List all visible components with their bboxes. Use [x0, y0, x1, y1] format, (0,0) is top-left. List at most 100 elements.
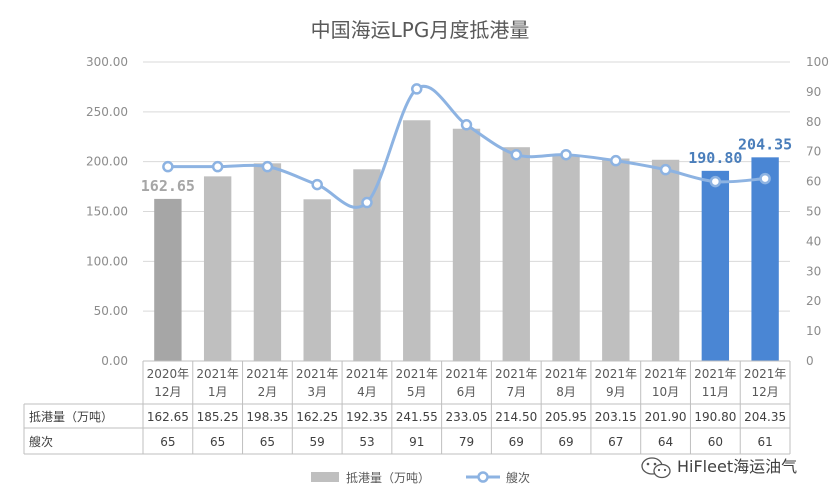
line-point: [510, 148, 523, 161]
wechat-icon: [641, 457, 671, 479]
right-tick-label: 50: [806, 205, 821, 219]
category-label: 2020年: [147, 367, 190, 381]
table-cell: 61: [757, 435, 772, 449]
table-cell: 214.50: [495, 410, 537, 424]
category-label: 7月: [506, 385, 526, 399]
line-point: [211, 160, 224, 173]
line-point: [560, 148, 572, 161]
chart-title: 中国海运LPG月度抵港量: [311, 18, 530, 42]
right-tick-label: 60: [806, 175, 821, 189]
legend-swatch-bar: [311, 472, 339, 482]
bar: [303, 199, 331, 361]
right-tick-label: 90: [806, 85, 821, 99]
line-point: [709, 175, 722, 188]
table-cell: 65: [260, 435, 275, 449]
line-point: [759, 172, 771, 185]
table-cell: 69: [558, 435, 573, 449]
data-table: 2020年 12月 2021年 1月 2021年 2月 2021年 3月 2021年 4月 2021…: [23, 360, 791, 455]
legend-swatch-marker: [477, 471, 489, 483]
watermark-text: HiFleet海运油气: [677, 457, 797, 476]
category-label: 5月: [407, 385, 427, 399]
line-point: [460, 119, 473, 131]
table-cell: 162.65: [147, 410, 189, 424]
table-cell: 192.35: [346, 410, 388, 424]
line-point: [311, 178, 323, 191]
category-label: 12月: [154, 385, 181, 399]
right-tick-label: 30: [806, 264, 821, 278]
table-cell: 198.35: [246, 410, 288, 424]
category-label: 2021年: [296, 367, 339, 381]
line-point: [261, 160, 274, 173]
table-cell: 190.80: [694, 410, 736, 424]
table-cell: 79: [459, 435, 474, 449]
bar: [502, 147, 530, 361]
left-tick-label: 0.00: [101, 354, 128, 368]
category-label: 10月: [652, 385, 679, 399]
bar: [154, 198, 182, 361]
table-row-label: 抵港量（万吨）: [29, 410, 113, 424]
line-point: [410, 83, 423, 95]
category-label: 2021年: [545, 367, 588, 381]
bar-series: [154, 120, 779, 362]
legend-label: 抵港量（万吨）: [346, 471, 430, 485]
watermark: HiFleet海运油气: [641, 457, 797, 479]
bar: [253, 163, 282, 361]
table-cell: 59: [310, 435, 325, 449]
table-cell: 203.15: [595, 410, 637, 424]
left-tick-label: 100.00: [86, 254, 128, 268]
right-tick-label: 80: [806, 115, 821, 129]
left-tick-label: 50.00: [94, 304, 128, 318]
table-cell: 60: [708, 435, 723, 449]
bar: [602, 158, 630, 361]
category-label: 9月: [606, 385, 626, 399]
right-tick-label: 10: [806, 324, 821, 338]
category-label: 8月: [556, 385, 576, 399]
category-label: 2021年: [346, 367, 389, 381]
line-series: [162, 83, 771, 209]
bar: [701, 170, 730, 361]
category-label: 11月: [702, 385, 729, 399]
right-tick-label: 100: [806, 55, 829, 69]
table-cell: 233.05: [446, 410, 488, 424]
left-tick-label: 250.00: [86, 105, 128, 119]
category-label: 6月: [457, 385, 477, 399]
category-label: 2月: [258, 385, 278, 399]
left-tick-label: 150.00: [86, 205, 128, 219]
category-label: 2021年: [445, 367, 488, 381]
category-label: 12月: [751, 385, 778, 399]
category-label: 2021年: [744, 367, 787, 381]
bar: [751, 157, 779, 361]
table-cell: 241.55: [396, 410, 438, 424]
right-tick-label: 0: [806, 354, 814, 368]
table-cell: 67: [608, 435, 623, 449]
table-cell: 185.25: [197, 410, 239, 424]
line-point: [610, 154, 622, 167]
category-label: 2021年: [644, 367, 687, 381]
left-axis: 0.00 50.00 100.00 150.00 200.00 250.00 300.00: [86, 55, 128, 368]
table-cell: 65: [210, 435, 225, 449]
right-tick-label: 40: [806, 234, 821, 248]
legend-label: 艘次: [506, 470, 530, 485]
data-label: 162.65: [141, 177, 195, 195]
right-tick-label: 20: [806, 294, 821, 308]
line-point: [361, 196, 373, 209]
table-cell: 201.90: [645, 410, 687, 424]
category-label: 4月: [357, 385, 377, 399]
bar: [552, 155, 580, 361]
table-cell: 204.35: [744, 410, 786, 424]
category-label: 3月: [307, 385, 327, 399]
category-label: 2021年: [395, 367, 438, 381]
legend: 抵港量（万吨） 艘次: [311, 470, 530, 485]
left-tick-label: 300.00: [86, 55, 128, 69]
category-label: 2021年: [694, 367, 737, 381]
category-label: 2021年: [595, 367, 638, 381]
category-label: 2021年: [246, 367, 289, 381]
right-axis: 0 10 20 30 40 50 60 70 80 90 100: [806, 55, 829, 368]
category-label: 1月: [208, 385, 228, 399]
table-cell: 65: [160, 435, 175, 449]
line-point: [162, 160, 174, 173]
table-row-label: 艘次: [29, 434, 53, 449]
bar: [452, 128, 481, 361]
